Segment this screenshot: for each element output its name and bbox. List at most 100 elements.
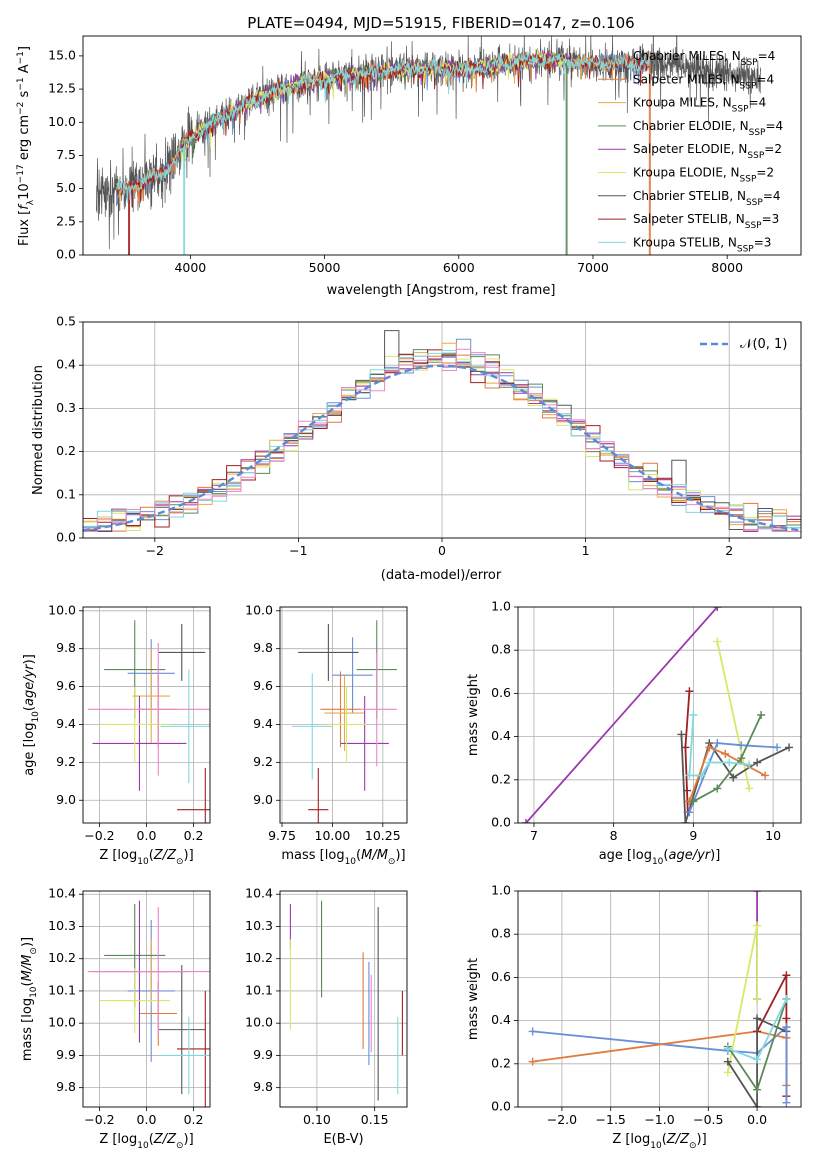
- y-tick-label: 10.0: [48, 602, 76, 617]
- x-axis-label: E(B-V): [323, 1132, 363, 1147]
- x-tick-label: 0: [438, 543, 446, 558]
- weight-marker: [753, 1014, 762, 1023]
- y-tick-label: 1.0: [491, 883, 511, 898]
- y-axis-label: mass [log10(M/M⊙)]: [20, 937, 39, 1061]
- y-axis-label: age [log10(age/yr)]: [22, 654, 41, 776]
- weight-marker: [521, 819, 530, 823]
- weight-marker: [713, 637, 722, 646]
- legend-entry: Salpeter MILES, NSSP=4: [633, 72, 774, 91]
- x-tick-label: −1.0: [644, 1112, 674, 1127]
- y-tick-label: 9.2: [56, 754, 76, 769]
- weight-marker: [721, 749, 730, 758]
- y-axis-label: mass weight: [466, 674, 481, 756]
- weight-marker: [782, 995, 791, 1003]
- legend-entry: Kroupa MILES, NSSP=4: [633, 96, 766, 115]
- weight-marker: [685, 808, 694, 817]
- x-axis-label: wavelength [Angstrom, rest frame]: [327, 283, 556, 298]
- spectrum-line: [116, 51, 650, 255]
- y-tick-label: 10.0: [245, 602, 273, 617]
- x-axis-label: (data-model)/error: [381, 568, 502, 583]
- x-tick-label: 8: [610, 828, 618, 843]
- mass-vs-z-chart: −0.2 0.0 0.2 9.8 9.9 10.0 10.1 10.2 10.3 10.4 Z [l…: [20, 886, 211, 1151]
- weight-marker: [705, 743, 714, 752]
- normal-curve: [83, 364, 801, 532]
- weight-marker: [705, 758, 714, 767]
- y-tick-label: 0.4: [491, 728, 511, 743]
- x-tick-label: −0.2: [84, 828, 114, 843]
- y-tick-label: 0.0: [56, 247, 76, 262]
- y-tick-label: 0.4: [56, 357, 76, 372]
- weight-line: [688, 742, 778, 813]
- y-tick-label: 9.0: [56, 792, 76, 807]
- weight-marker: [785, 743, 794, 752]
- y-tick-label: 10.2: [245, 950, 273, 965]
- x-tick-label: 4000: [174, 260, 206, 275]
- weight-marker: [689, 711, 698, 719]
- weight-marker: [761, 771, 770, 780]
- y-tick-label: 5.0: [56, 180, 76, 195]
- x-tick-label: 1: [582, 543, 590, 558]
- weight-marker: [782, 1014, 791, 1023]
- y-tick-label: 0.6: [491, 969, 511, 984]
- y-tick-label: 1.0: [491, 599, 511, 614]
- y-axis-label: Flux [fλ10−17 erg cm−2 s−1 A−1]: [16, 46, 36, 246]
- legend-entry: Chabrier MILES, NSSP=4: [633, 49, 775, 68]
- axes-frame: [279, 890, 408, 1108]
- age-vs-mass-chart: 9.75 10.00 10.25 9.0 9.2 9.4 9.6 9.8 10.0 mass [l…: [245, 602, 408, 867]
- x-tick-label: 10: [765, 828, 781, 843]
- weight-line: [525, 607, 718, 823]
- weight-marker: [737, 754, 746, 763]
- y-tick-label: 7.5: [56, 147, 76, 162]
- y-tick-label: 12.5: [48, 81, 76, 96]
- weight-marker: [753, 1085, 762, 1094]
- x-axis-label: mass [log10(M/M⊙)]: [281, 848, 405, 867]
- y-tick-label: 2.5: [56, 213, 76, 228]
- weight-line: [716, 641, 751, 789]
- y-tick-label: 9.8: [56, 640, 76, 655]
- y-axis-label: mass weight: [466, 958, 481, 1040]
- mass-vs-z-plot-area: [83, 891, 210, 1107]
- y-tick-label: 10.1: [245, 982, 273, 997]
- x-tick-label: 5000: [309, 260, 341, 275]
- weight-marker: [753, 758, 762, 767]
- x-tick-label: 0.10: [303, 1112, 331, 1127]
- y-tick-label: 0.0: [491, 1099, 511, 1114]
- y-tick-label: 10.4: [48, 886, 76, 901]
- y-tick-label: 10.1: [48, 982, 76, 997]
- residuals-plot-area: [83, 322, 801, 538]
- y-tick-label: 0.4: [491, 1012, 511, 1027]
- y-tick-label: 9.8: [56, 1079, 76, 1094]
- y-tick-label: 10.0: [245, 1015, 273, 1030]
- x-tick-label: −0.5: [693, 1112, 723, 1127]
- legend-entry: Salpeter STELIB, NSSP=3: [633, 212, 779, 231]
- y-tick-label: 0.6: [491, 685, 511, 700]
- axes-frame: [517, 606, 802, 824]
- y-tick-label: 9.6: [253, 678, 273, 693]
- weight-marker: [753, 891, 762, 895]
- weight-marker: [713, 739, 722, 748]
- weight-marker: [723, 1044, 732, 1053]
- spectrum-plot-area: [96, 36, 762, 255]
- weight-line: [680, 734, 790, 823]
- y-tick-label: 9.9: [56, 1047, 76, 1062]
- x-tick-label: 0.15: [361, 1112, 389, 1127]
- weight-marker: [773, 743, 782, 752]
- weight-marker: [723, 1068, 732, 1077]
- age-vs-mass-plot-area: [280, 607, 407, 823]
- weight-line: [692, 714, 762, 803]
- weight-marker: [753, 1055, 762, 1064]
- weight-marker: [723, 1057, 732, 1066]
- histogram-step: [83, 350, 801, 530]
- y-tick-label: 15.0: [48, 47, 76, 62]
- weight-marker: [689, 797, 698, 806]
- y-tick-label: 10.0: [48, 1015, 76, 1030]
- x-tick-label: −1.5: [596, 1112, 626, 1127]
- weight-marker: [713, 784, 722, 793]
- mass-vs-ebv-plot-area: [280, 891, 407, 1107]
- weight-marker: [677, 730, 686, 739]
- y-axis-label: Normed distribution: [31, 365, 46, 495]
- axes-frame: [279, 606, 408, 824]
- mass-weight-vs-age-plot-area: [518, 607, 801, 823]
- y-tick-label: 0.8: [491, 642, 511, 657]
